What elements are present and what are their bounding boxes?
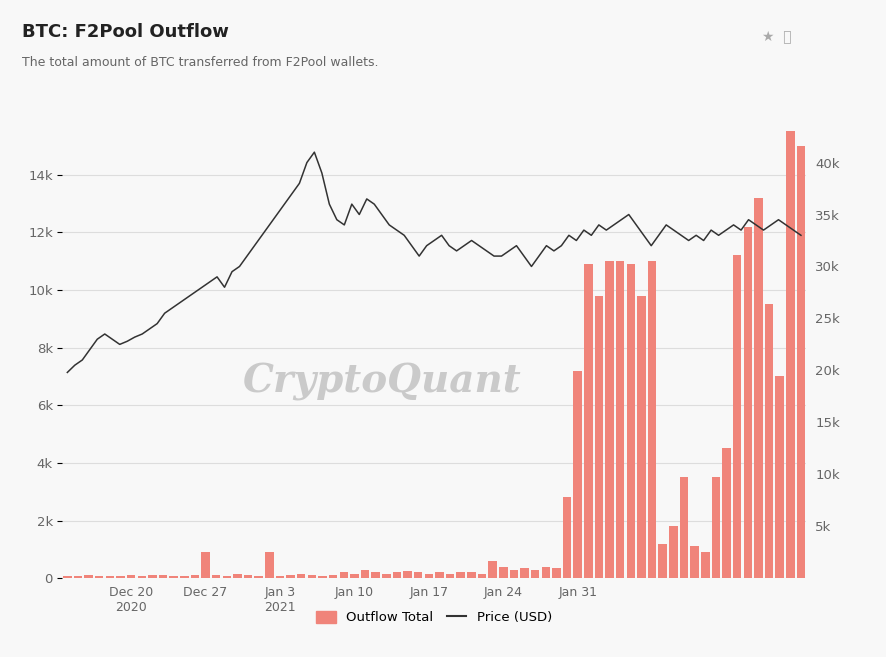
Bar <box>116 576 125 578</box>
Bar <box>478 574 486 578</box>
Bar <box>190 576 199 578</box>
Bar <box>595 296 603 578</box>
Bar <box>605 261 614 578</box>
Bar <box>637 296 646 578</box>
Bar <box>435 572 444 578</box>
Bar <box>286 576 295 578</box>
Bar <box>95 576 104 578</box>
Bar <box>233 574 242 578</box>
Bar <box>180 576 189 578</box>
Bar <box>797 146 805 578</box>
Bar <box>339 572 348 578</box>
Bar <box>467 572 476 578</box>
Bar <box>775 376 784 578</box>
Bar <box>648 261 657 578</box>
Bar <box>212 575 221 578</box>
Bar <box>244 576 253 578</box>
Bar <box>765 304 773 578</box>
Bar <box>137 576 146 578</box>
Bar <box>297 574 306 578</box>
Bar <box>382 574 391 578</box>
Bar <box>520 568 529 578</box>
Text: CryptoQuant: CryptoQuant <box>243 363 522 401</box>
Bar <box>616 261 625 578</box>
Bar <box>414 572 423 578</box>
Bar <box>403 571 412 578</box>
Bar <box>531 570 540 578</box>
Bar <box>307 576 316 578</box>
Text: The total amount of BTC transferred from F2Pool wallets.: The total amount of BTC transferred from… <box>22 56 378 69</box>
Bar <box>201 553 210 578</box>
Bar <box>754 198 763 578</box>
Text: BTC: F2Pool Outflow: BTC: F2Pool Outflow <box>22 23 229 41</box>
Bar <box>690 547 699 578</box>
Bar <box>552 568 561 578</box>
Bar <box>701 553 710 578</box>
Bar <box>392 572 401 578</box>
Bar <box>329 576 338 578</box>
Bar <box>563 497 571 578</box>
Text: ★  🔔: ★ 🔔 <box>762 30 791 43</box>
Bar <box>222 576 231 578</box>
Bar <box>456 572 465 578</box>
Bar <box>626 264 635 578</box>
Bar <box>148 576 157 578</box>
Bar <box>584 264 593 578</box>
Bar <box>159 575 167 578</box>
Bar <box>254 576 263 578</box>
Bar <box>669 526 678 578</box>
Bar <box>658 543 667 578</box>
Bar <box>711 477 720 578</box>
Bar <box>680 477 688 578</box>
Bar <box>786 0 795 578</box>
Bar <box>350 574 359 578</box>
Bar <box>371 572 380 578</box>
Bar <box>105 576 114 578</box>
Bar <box>722 449 731 578</box>
Bar <box>318 576 327 578</box>
Bar <box>127 576 136 578</box>
Bar <box>541 566 550 578</box>
Bar <box>63 576 72 578</box>
Bar <box>169 576 178 578</box>
Bar <box>509 570 518 578</box>
Legend: Outflow Total, Price (USD): Outflow Total, Price (USD) <box>311 606 557 629</box>
Bar <box>74 576 82 578</box>
Bar <box>573 371 582 578</box>
Bar <box>733 256 742 578</box>
Bar <box>265 553 274 578</box>
Bar <box>499 566 508 578</box>
Bar <box>276 576 284 578</box>
Bar <box>361 570 369 578</box>
Bar <box>84 576 93 578</box>
Bar <box>743 227 752 578</box>
Bar <box>488 561 497 578</box>
Bar <box>446 574 455 578</box>
Bar <box>424 574 433 578</box>
